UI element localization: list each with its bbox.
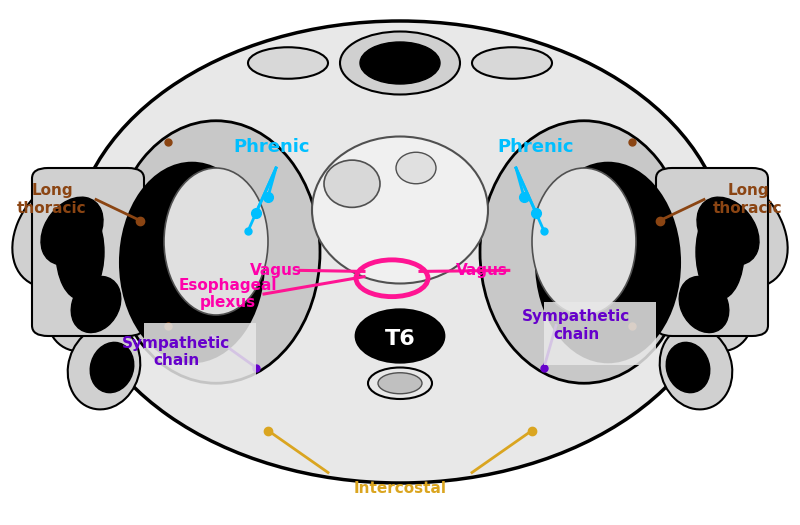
FancyBboxPatch shape <box>144 323 256 386</box>
Ellipse shape <box>112 121 320 383</box>
Ellipse shape <box>340 32 460 94</box>
Ellipse shape <box>90 342 134 393</box>
FancyBboxPatch shape <box>656 168 768 336</box>
Text: Sympathetic
chain: Sympathetic chain <box>122 335 230 368</box>
Ellipse shape <box>324 160 380 207</box>
Text: Sympathetic
chain: Sympathetic chain <box>522 309 630 342</box>
Ellipse shape <box>536 163 680 362</box>
Text: Vagus: Vagus <box>456 263 508 278</box>
Ellipse shape <box>68 326 140 410</box>
Ellipse shape <box>12 175 116 287</box>
Ellipse shape <box>56 205 104 299</box>
FancyBboxPatch shape <box>544 302 656 365</box>
Ellipse shape <box>472 47 552 79</box>
Ellipse shape <box>368 368 432 399</box>
Ellipse shape <box>46 258 130 351</box>
Text: Esophageal
plexus: Esophageal plexus <box>178 278 278 310</box>
Ellipse shape <box>312 136 488 284</box>
Ellipse shape <box>532 168 636 315</box>
Ellipse shape <box>41 197 103 265</box>
Ellipse shape <box>670 258 754 351</box>
Ellipse shape <box>248 47 328 79</box>
Ellipse shape <box>684 175 788 287</box>
Text: T6: T6 <box>385 329 415 349</box>
Text: Long
thoracic: Long thoracic <box>17 183 87 216</box>
Ellipse shape <box>396 152 436 184</box>
Ellipse shape <box>360 42 440 84</box>
Ellipse shape <box>679 277 729 332</box>
Ellipse shape <box>71 277 121 332</box>
Ellipse shape <box>696 205 744 299</box>
Ellipse shape <box>378 373 422 394</box>
Text: Intercostal: Intercostal <box>354 481 446 496</box>
Ellipse shape <box>120 163 264 362</box>
Text: Vagus: Vagus <box>250 263 302 278</box>
Ellipse shape <box>666 342 710 393</box>
Ellipse shape <box>660 326 732 410</box>
Text: Long
thoracic: Long thoracic <box>713 183 783 216</box>
Text: Phrenic: Phrenic <box>498 138 574 156</box>
Ellipse shape <box>72 21 728 483</box>
Text: Phrenic: Phrenic <box>234 138 310 156</box>
FancyBboxPatch shape <box>32 168 144 336</box>
Ellipse shape <box>164 168 268 315</box>
Ellipse shape <box>480 121 688 383</box>
Ellipse shape <box>697 197 759 265</box>
Ellipse shape <box>356 310 444 362</box>
